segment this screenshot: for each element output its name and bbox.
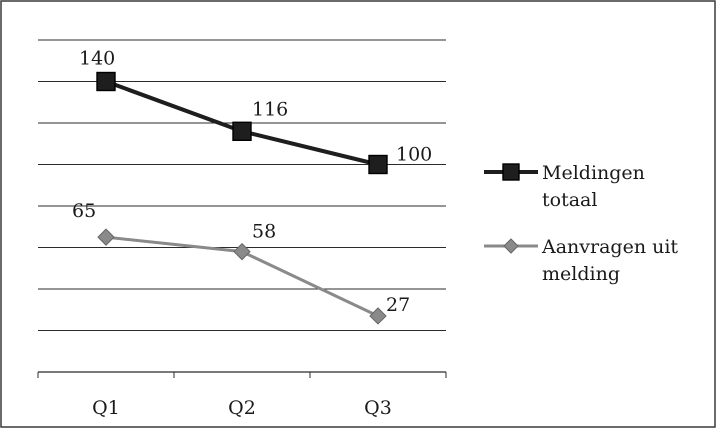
data-label: 27 (386, 294, 410, 316)
data-labels: 140 116 100 65 58 27 (72, 48, 432, 316)
x-tick-label: Q2 (228, 397, 256, 419)
x-tick-label: Q3 (364, 397, 392, 419)
legend-label: melding (542, 263, 620, 285)
data-label: 58 (252, 221, 276, 243)
data-label: 116 (252, 98, 288, 120)
data-label: 100 (396, 144, 432, 166)
series-2 (97, 228, 387, 325)
data-point (96, 71, 116, 92)
legend-marker (502, 163, 520, 181)
data-point (233, 242, 251, 261)
data-point (97, 228, 115, 246)
series-layer (96, 71, 388, 325)
legend-label: totaal (542, 189, 597, 211)
legend-label: Aanvragen uit (541, 236, 678, 258)
data-point (368, 154, 388, 175)
x-axis: Q1 Q2 Q3 (37, 371, 447, 419)
data-label: 140 (79, 48, 115, 70)
data-point (232, 121, 252, 142)
legend-entry-1: Meldingen totaal (484, 162, 645, 211)
series-1 (96, 71, 388, 175)
legend: Meldingen totaal Aanvragen uit melding (484, 162, 678, 285)
x-tick-label: Q1 (92, 397, 120, 419)
data-point (369, 307, 387, 325)
legend-label: Meldingen (542, 162, 645, 184)
legend-marker (503, 238, 519, 254)
legend-entry-2: Aanvragen uit melding (484, 236, 678, 285)
data-label: 65 (72, 200, 96, 222)
